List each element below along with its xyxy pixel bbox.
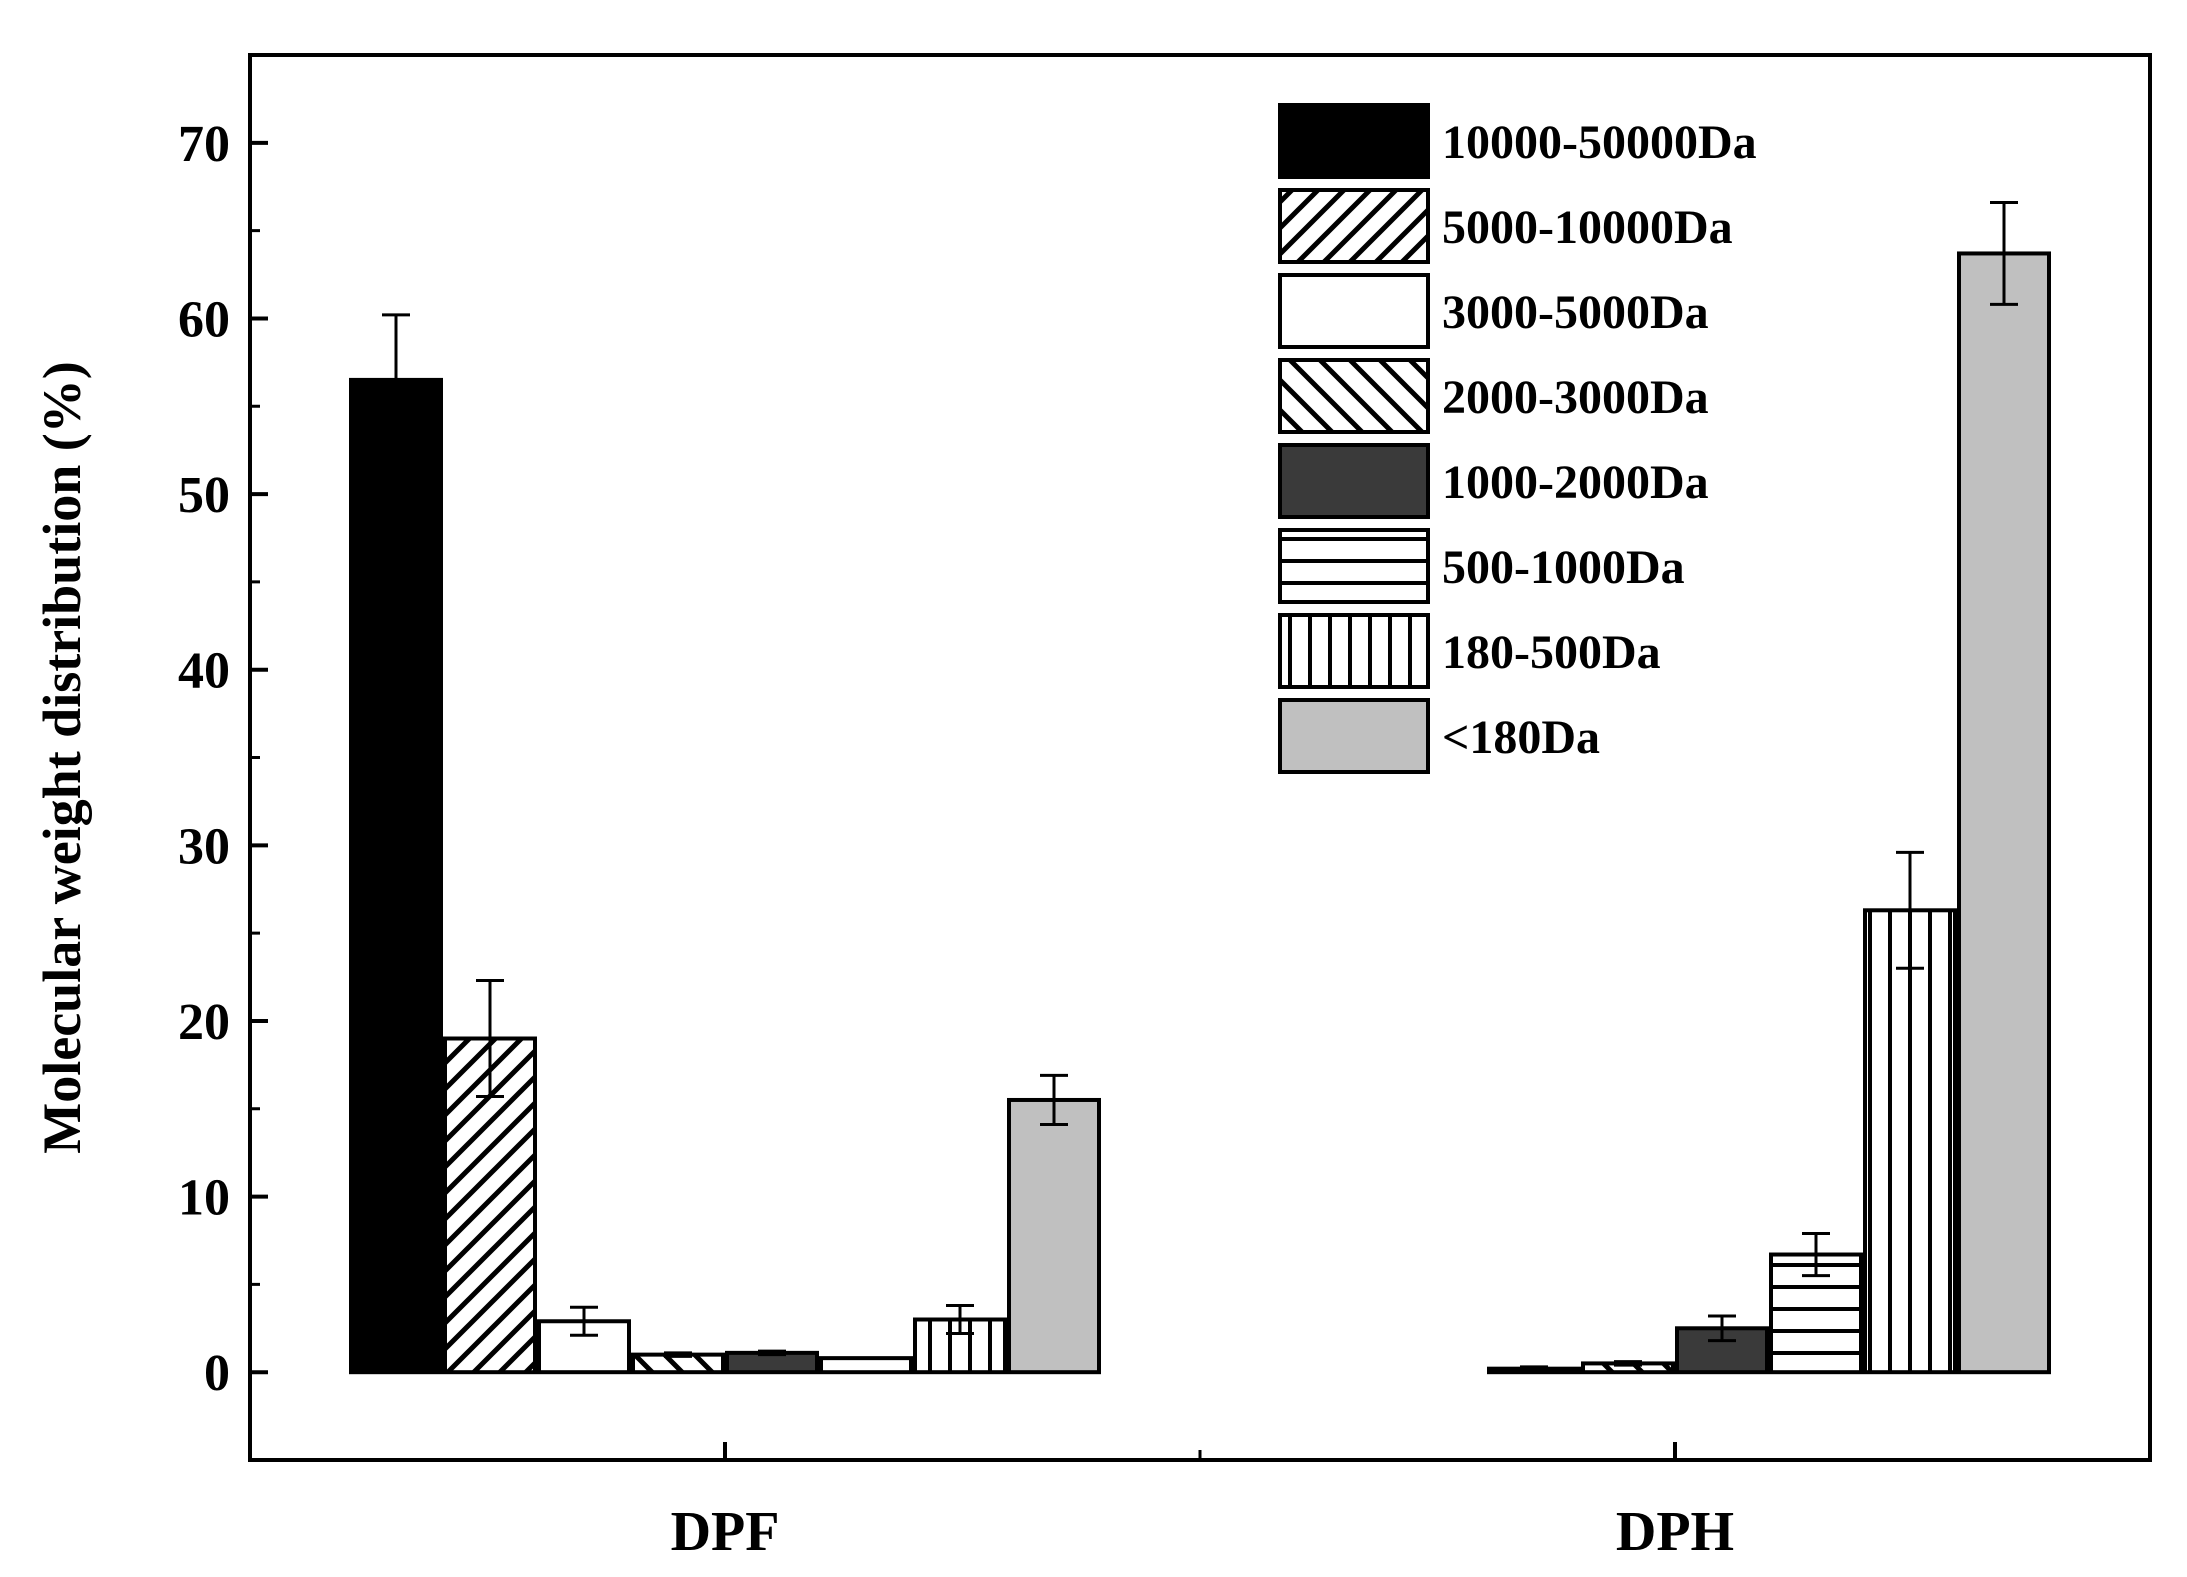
y-tick-label: 0 (204, 1345, 230, 1402)
y-tick-label: 10 (178, 1170, 230, 1227)
bar-dph-7 (1957, 251, 2051, 1375)
bar-dpf-0 (349, 377, 443, 1375)
axes: 0 10 20 30 40 50 60 70 DPF DPH (178, 53, 2152, 1563)
bar-dpf-5 (819, 1356, 913, 1375)
legend-label-1: 5000-10000Da (1442, 201, 1733, 254)
legend-swatch-6 (1278, 613, 1430, 689)
y-tick-label: 30 (178, 818, 230, 875)
y-tick-label: 50 (178, 467, 230, 524)
y-tick-label: 60 (178, 291, 230, 348)
legend-swatch-0 (1278, 103, 1430, 179)
bar-dpf-7 (1007, 1097, 1101, 1375)
y-tick-label: 20 (178, 994, 230, 1051)
bars (349, 251, 2051, 1375)
error-bars (382, 201, 2018, 1372)
bar-dph-6 (1863, 908, 1957, 1375)
legend-swatch-7 (1278, 698, 1430, 774)
legend-label-2: 3000-5000Da (1442, 286, 1709, 339)
y-axis-label: Molecular weight distribution (%) (32, 361, 92, 1153)
legend-swatch-1 (1278, 188, 1430, 264)
legend-label-4: 1000-2000Da (1442, 456, 1709, 509)
x-tick-label-dpf: DPF (671, 1501, 780, 1563)
x-tick-label-dph: DPH (1616, 1501, 1734, 1563)
y-tick-label: 70 (178, 116, 230, 173)
legend-label-3: 2000-3000Da (1442, 371, 1709, 424)
legend-swatch-2 (1278, 273, 1430, 349)
legend-swatch-3 (1278, 358, 1430, 434)
legend-label-6: 180-500Da (1442, 626, 1661, 679)
legend-label-7: <180Da (1442, 711, 1600, 764)
y-tick-label: 40 (178, 643, 230, 700)
legend-swatch-4 (1278, 443, 1430, 519)
legend-swatch-5 (1278, 528, 1430, 604)
legend: 10000-50000Da 5000-10000Da 3000-5000Da 2000… (1278, 103, 1757, 774)
legend-label-0: 10000-50000Da (1442, 116, 1757, 169)
legend-label-5: 500-1000Da (1442, 541, 1685, 594)
